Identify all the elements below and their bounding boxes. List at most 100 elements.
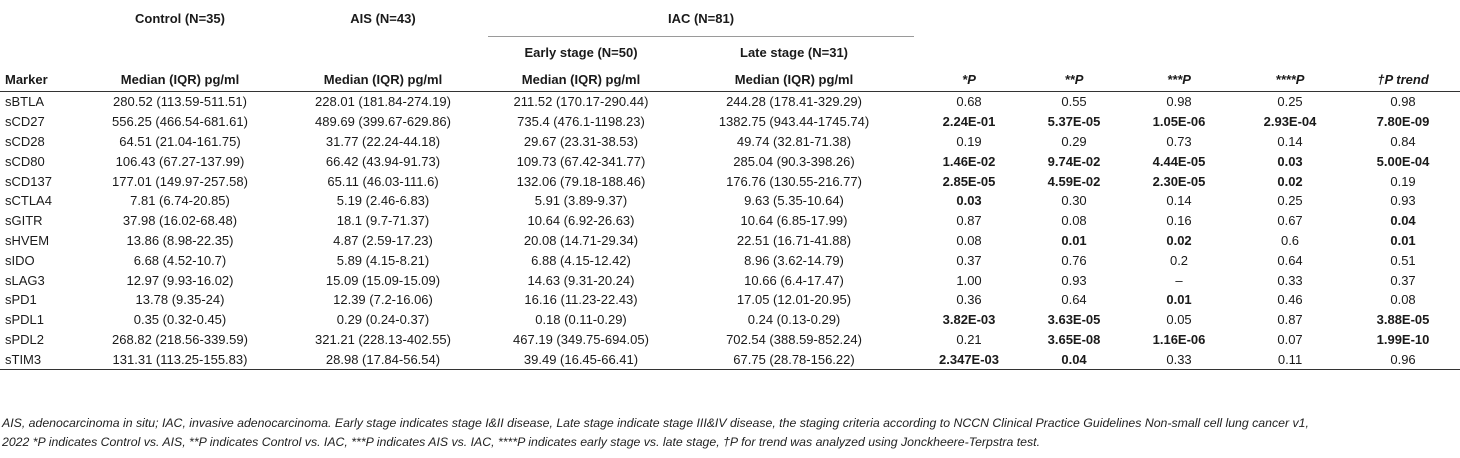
cell-p3: 0.73 <box>1166 133 1192 149</box>
cell-early: 16.16 (11.23-22.43) <box>524 292 638 308</box>
cell-ais: 321.21 (228.13-402.55) <box>315 331 451 347</box>
cell-pt: 0.93 <box>1390 193 1416 209</box>
cell-p4: 0.67 <box>1277 213 1303 229</box>
cell-ais: 5.89 (4.15-8.21) <box>336 252 430 268</box>
cell-control: 106.43 (67.27-137.99) <box>115 153 245 169</box>
cell-late: 8.96 (3.62-14.79) <box>744 252 844 268</box>
cell-ais: 5.19 (2.46-6.83) <box>336 193 430 209</box>
header-early-stage: Early stage (N=50) <box>524 44 638 60</box>
table-body: sBTLA 280.52 (113.59-511.51) 228.01 (181.8… <box>0 92 1460 371</box>
cell-p3: 2.30E-05 <box>1152 173 1206 189</box>
header-ptrend: †P trend <box>1377 71 1429 87</box>
table-row: sLAG3 12.97 (9.93-16.02) 15.09 (15.09-15.0… <box>0 270 1460 290</box>
cell-early: 6.88 (4.15-12.42) <box>531 252 631 268</box>
cell-p2: 0.29 <box>1061 133 1087 149</box>
cell-pt: 0.98 <box>1390 94 1416 110</box>
cell-late: 10.64 (6.85-17.99) <box>740 213 848 229</box>
cell-p1: 2.85E-05 <box>942 173 996 189</box>
cell-pt: 0.51 <box>1390 252 1416 268</box>
cell-control: 7.81 (6.74-20.85) <box>130 193 230 209</box>
biomarker-table: Control (N=35) AIS (N=43) IAC (N=81) Ear… <box>0 0 1460 371</box>
cell-ais: 489.69 (399.67-629.86) <box>315 114 451 130</box>
cell-p1: 3.82E-03 <box>942 312 996 328</box>
header-median-control: Median (IQR) pg/ml <box>120 71 240 87</box>
cell-control: 0.35 (0.32-0.45) <box>133 312 227 328</box>
cell-marker: sCD137 <box>5 173 52 189</box>
cell-late: 49.74 (32.81-71.38) <box>736 133 852 149</box>
header-p3: ***P <box>1167 71 1191 87</box>
cell-early: 29.67 (23.31-38.53) <box>523 133 639 149</box>
cell-p3: 0.05 <box>1166 312 1192 328</box>
cell-p2: 0.04 <box>1024 349 1125 371</box>
cell-control: 6.68 (4.52-10.7) <box>133 252 227 268</box>
table-row: sPDL1 0.35 (0.32-0.45) 0.29 (0.24-0.37) 0.1… <box>0 310 1460 330</box>
table-row: sGITR 37.98 (16.02-68.48) 18.1 (9.7-71.37)… <box>0 211 1460 231</box>
cell-late: 22.51 (16.71-41.88) <box>736 232 852 248</box>
cell-p4: 0.07 <box>1277 331 1303 347</box>
cell-p2: 9.74E-02 <box>1047 153 1101 169</box>
cell-marker: sHVEM <box>5 232 50 248</box>
cell-late: 176.76 (130.55-216.77) <box>726 173 862 189</box>
cell-p3: 0.33 <box>1124 349 1235 371</box>
header-row-groups: Control (N=35) AIS (N=43) IAC (N=81) <box>0 0 1460 37</box>
cell-p1: 1.00 <box>956 272 982 288</box>
table-row: sCD28 64.51 (21.04-161.75) 31.77 (22.24-44… <box>0 132 1460 152</box>
cell-p2: 0.76 <box>1061 252 1087 268</box>
cell-p4: 2.93E-04 <box>1263 114 1317 130</box>
header-row-columns: Marker Median (IQR) pg/ml Median (IQR) p… <box>0 67 1460 92</box>
cell-control: 64.51 (21.04-161.75) <box>119 133 241 149</box>
cell-control: 268.82 (218.56-339.59) <box>112 331 248 347</box>
header-row-stages: Early stage (N=50) Late stage (N=31) <box>0 37 1460 68</box>
footnote-line-2: 2022 *P indicates Control vs. AIS, **P i… <box>2 435 1040 449</box>
cell-p3: 0.02 <box>1166 232 1192 248</box>
header-median-early: Median (IQR) pg/ml <box>521 71 641 87</box>
cell-late: 1382.75 (943.44-1745.74) <box>718 114 870 130</box>
cell-pt: 7.80E-09 <box>1376 114 1430 130</box>
header-ais: AIS (N=43) <box>350 10 416 26</box>
cell-marker: sPD1 <box>5 292 37 308</box>
cell-p1: 0.08 <box>956 232 982 248</box>
header-median-late: Median (IQR) pg/ml <box>734 71 854 87</box>
cell-marker: sIDO <box>5 252 35 268</box>
header-late-stage: Late stage (N=31) <box>740 44 849 60</box>
cell-early: 467.19 (349.75-694.05) <box>513 331 649 347</box>
cell-ais: 15.09 (15.09-15.09) <box>325 272 441 288</box>
cell-p2: 0.93 <box>1061 272 1087 288</box>
cell-p4: 0.14 <box>1277 133 1303 149</box>
cell-control: 177.01 (149.97-257.58) <box>112 173 248 189</box>
cell-p1: 2.347E-03 <box>914 349 1025 371</box>
cell-p1: 0.03 <box>956 193 982 209</box>
cell-marker: sPDL2 <box>5 331 45 347</box>
cell-pt: 0.96 <box>1346 349 1460 371</box>
cell-p1: 0.87 <box>956 213 982 229</box>
cell-p2: 3.65E-08 <box>1047 331 1101 347</box>
cell-ais: 228.01 (181.84-274.19) <box>315 94 451 110</box>
cell-control: 131.31 (113.25-155.83) <box>82 349 278 371</box>
cell-ais: 0.29 (0.24-0.37) <box>336 312 430 328</box>
cell-late: 244.28 (178.41-329.29) <box>726 94 862 110</box>
footnote-line-1: AIS, adenocarcinoma in situ; IAC, invasi… <box>2 416 1309 430</box>
cell-pt: 0.04 <box>1390 213 1416 229</box>
cell-marker: sPDL1 <box>5 312 45 328</box>
cell-pt: 0.08 <box>1390 292 1416 308</box>
table-row: sPD1 13.78 (9.35-24) 12.39 (7.2-16.06) 16.1… <box>0 290 1460 310</box>
cell-p4: 0.25 <box>1277 193 1303 209</box>
cell-late: 17.05 (12.01-20.95) <box>736 292 852 308</box>
cell-p3: 1.16E-06 <box>1152 331 1206 347</box>
cell-marker: sLAG3 <box>5 272 45 288</box>
cell-p3: 0.14 <box>1166 193 1192 209</box>
cell-p1: 0.21 <box>956 331 982 347</box>
cell-p2: 5.37E-05 <box>1047 114 1101 130</box>
cell-marker: sTIM3 <box>0 349 82 371</box>
cell-control: 280.52 (113.59-511.51) <box>113 94 247 110</box>
cell-late: 67.75 (28.78-156.22) <box>674 349 915 371</box>
header-median-ais: Median (IQR) pg/ml <box>323 71 443 87</box>
cell-ais: 66.42 (43.94-91.73) <box>325 153 441 169</box>
table-row: sPDL2 268.82 (218.56-339.59) 321.21 (228.1… <box>0 330 1460 350</box>
header-control: Control (N=35) <box>135 10 225 26</box>
header-p2: **P <box>1064 71 1084 87</box>
cell-pt: 5.00E-04 <box>1376 153 1430 169</box>
cell-early: 109.73 (67.42-341.77) <box>516 153 646 169</box>
table-row: sBTLA 280.52 (113.59-511.51) 228.01 (181.8… <box>0 92 1460 112</box>
